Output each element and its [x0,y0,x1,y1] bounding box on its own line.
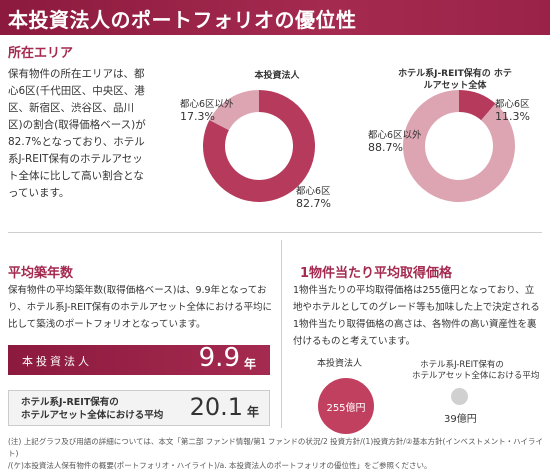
other-price-circle [451,388,468,405]
ours-price-value: 255億円 [326,403,366,414]
header-bar: 本投資法人のポートフォリオの優位性 [0,0,550,35]
chart-2-other-label: 都心6区以外 [368,130,422,141]
area-heading: 所在エリア [8,46,74,61]
other-age-unit: 年 [246,405,259,419]
chart-2-other-value: 88.7% [368,141,403,154]
chart-1-other-value: 17.3% [180,110,215,123]
ours-age-value: 9.9 [198,343,240,373]
other-age-label-line2: ホテルアセット全体における平均 [21,410,164,421]
price-heading: 1物件当たり平均取得価格 [300,266,453,281]
age-heading: 平均築年数 [8,266,74,281]
ours-age-unit: 年 [243,357,256,371]
other-age-label: ホテル系J-REIT保有の ホテルアセット全体における平均 [21,396,163,422]
chart-2-title: ホテル系J-REIT保有の ホテルアセット全体 [398,69,512,91]
price-body: 1物件当たりの平均取得価格は255億円となっており、立地やホテルとしてのグレード… [293,285,540,347]
ours-price-label: 本投資法人 [317,359,363,369]
footnote-line2: /(ケ)本投資法人保有物件の概要(ポートフォリオ・ハイライト)/a. 本投資法人… [8,461,432,470]
chart-2-slice-1 [459,90,496,121]
section-divider [8,232,542,233]
chart-1-other-label: 都心6区以外 [180,99,234,110]
other-price-label: ホテル系J-REIT保有の ホテルアセット全体における平均 [412,360,540,382]
page-title: 本投資法人のポートフォリオの優位性 [8,8,357,32]
ours-age-bar: 本投資法人 9.9 年 [8,343,270,375]
age-body: 保有物件の平均築年数(取得価格ベース)は、9.9年となっており、ホテル系J-RE… [8,285,273,330]
other-price-label-line1: ホテル系J-REIT保有の [420,360,504,370]
footnote: (注) 上記グラフ及び用語の詳細については、本文「第二部 ファンド情報/第1 フ… [8,436,548,472]
other-price-label-line2: ホテルアセット全体における平均 [412,371,540,381]
chart-1-title: 本投資法人 [254,71,300,81]
ours-age-label: 本投資法人 [22,355,92,368]
other-age-label-line1: ホテル系J-REIT保有の [21,397,119,408]
chart-1-main-label: 都心6区 [296,186,331,197]
chart-1-main-value: 82.7% [296,197,331,210]
area-body: 保有物件の所在エリアは、都心6区(千代田区、中央区、港区、新宿区、渋谷区、品川区… [8,68,146,199]
other-age-bar: ホテル系J-REIT保有の ホテルアセット全体における平均 20.1 年 [8,390,270,426]
chart-2-main-value: 11.3% [495,110,530,123]
chart-2-main-label: 都心6区 [495,99,530,110]
footnote-line1: (注) 上記グラフ及び用語の詳細については、本文「第二部 ファンド情報/第1 フ… [8,437,543,458]
other-age-value: 20.1 [189,393,243,421]
other-price-value: 39億円 [444,414,477,425]
ours-price-circle: 255億円 [318,378,374,434]
column-divider [281,240,282,428]
